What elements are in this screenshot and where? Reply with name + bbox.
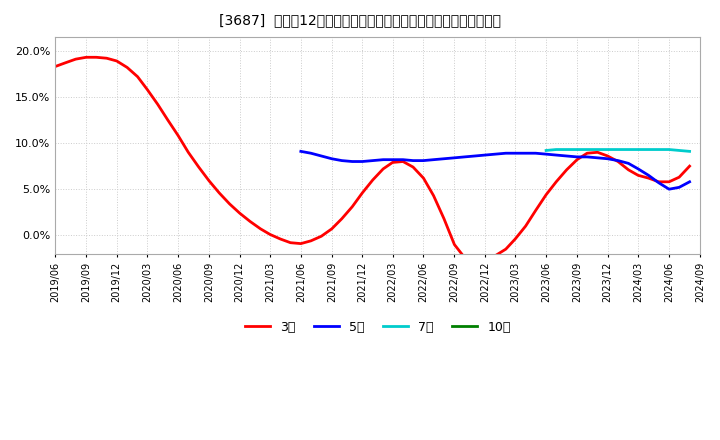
Legend: 3年, 5年, 7年, 10年: 3年, 5年, 7年, 10年 <box>240 315 516 338</box>
Text: [3687]  売上高12か月移動合計の対前年同期増減率の平均値の推移: [3687] 売上高12か月移動合計の対前年同期増減率の平均値の推移 <box>219 13 501 27</box>
